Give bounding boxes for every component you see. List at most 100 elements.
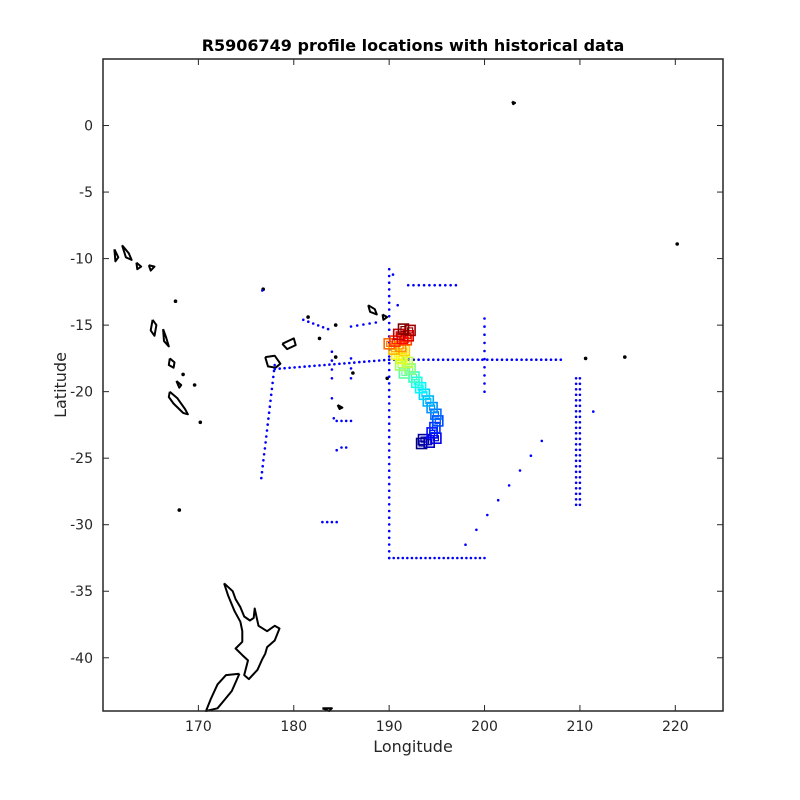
profile-marker: [400, 326, 407, 333]
historical-point: [387, 482, 391, 486]
historical-point: [272, 375, 275, 379]
coastline: [322, 707, 333, 712]
historical-point: [387, 368, 391, 372]
historical-point: [574, 432, 578, 435]
y-axis: 0 -5 -10 -15 -20 -25 -30 -35 -40: [70, 119, 723, 667]
historical-point: [433, 556, 436, 560]
historical-point: [578, 487, 582, 490]
historical-point: [478, 556, 482, 560]
historical-point: [368, 322, 371, 325]
historical-point: [483, 556, 486, 560]
historical-point: [446, 358, 450, 362]
historical-point: [387, 489, 391, 493]
historical-point: [267, 411, 271, 415]
profile-marker: [434, 417, 441, 424]
historical-point: [574, 459, 578, 463]
historical-point: [483, 325, 486, 328]
historical-point: [465, 556, 468, 560]
island: [623, 355, 627, 359]
historical-point: [539, 358, 543, 362]
historical-point: [559, 358, 563, 362]
historical-point: [466, 358, 469, 362]
historical-point: [471, 358, 474, 362]
historical-point: [387, 288, 391, 291]
chart-title: R5906749 profile locations with historic…: [202, 36, 625, 55]
historical-point: [269, 393, 273, 397]
x-axis: 170 180 190 200 210 220: [185, 59, 689, 735]
historical-point: [574, 426, 578, 430]
x-tick-label: 180: [280, 719, 307, 735]
historical-point: [475, 528, 478, 532]
historical-point: [574, 443, 578, 446]
profile-marker: [397, 323, 410, 335]
historical-point: [333, 362, 336, 366]
historical-point: [353, 361, 356, 364]
island: [198, 420, 203, 425]
historical-point: [387, 415, 391, 419]
historical-point: [417, 283, 421, 287]
historical-point: [578, 404, 582, 408]
historical-point: [264, 441, 267, 444]
profile-marker: [430, 408, 442, 421]
historical-point: [433, 283, 437, 287]
historical-point: [387, 469, 391, 473]
historical-point: [377, 359, 381, 362]
island: [333, 355, 338, 359]
historical-point: [338, 362, 341, 366]
historical-point: [268, 405, 272, 409]
historical-point: [330, 368, 334, 371]
historical-point: [265, 435, 268, 438]
historical-point: [432, 358, 435, 362]
historical-point: [266, 423, 270, 426]
historical-point: [529, 454, 533, 458]
coastline: [113, 248, 120, 263]
historical-point: [483, 366, 486, 369]
historical-point: [348, 361, 351, 365]
historical-point: [387, 449, 391, 452]
historical-point: [574, 399, 578, 402]
historical-point: [578, 426, 582, 430]
historical-point: [260, 470, 264, 474]
historical-point: [349, 419, 353, 423]
historical-point: [387, 267, 391, 271]
historical-point: [355, 324, 359, 327]
historical-point: [474, 556, 477, 560]
profile-marker: [421, 391, 428, 398]
historical-point: [362, 323, 365, 326]
historical-point: [262, 453, 266, 456]
coastline: [121, 244, 133, 261]
historical-point: [574, 470, 578, 474]
plot-area: [103, 59, 723, 711]
historical-point: [267, 417, 270, 420]
historical-point: [387, 516, 391, 519]
historical-point: [387, 308, 391, 311]
historical-point: [461, 358, 465, 362]
historical-point: [321, 520, 324, 524]
historical-point: [387, 556, 391, 560]
historical-point: [578, 443, 582, 446]
historical-point: [415, 556, 418, 560]
historical-point: [483, 374, 486, 377]
historical-point: [311, 322, 315, 325]
historical-point: [332, 417, 336, 420]
historical-point: [578, 421, 582, 424]
historical-point: [387, 503, 391, 506]
historical-point: [307, 320, 310, 324]
historical-point: [544, 358, 548, 362]
profile-marker: [432, 411, 439, 418]
historical-point: [428, 556, 432, 560]
coastline: [175, 380, 183, 389]
y-tick-label: -35: [70, 584, 93, 600]
historical-point: [412, 283, 415, 287]
historical-point: [574, 503, 578, 507]
historical-point: [486, 513, 489, 517]
historical-point: [554, 358, 558, 362]
historical-point: [578, 503, 582, 507]
historical-point: [283, 366, 286, 370]
historical-point: [382, 358, 386, 362]
historical-point: [325, 520, 329, 524]
historical-point: [349, 367, 353, 370]
historical-point: [449, 283, 452, 287]
historical-point: [340, 446, 343, 449]
historical-point: [469, 556, 473, 560]
